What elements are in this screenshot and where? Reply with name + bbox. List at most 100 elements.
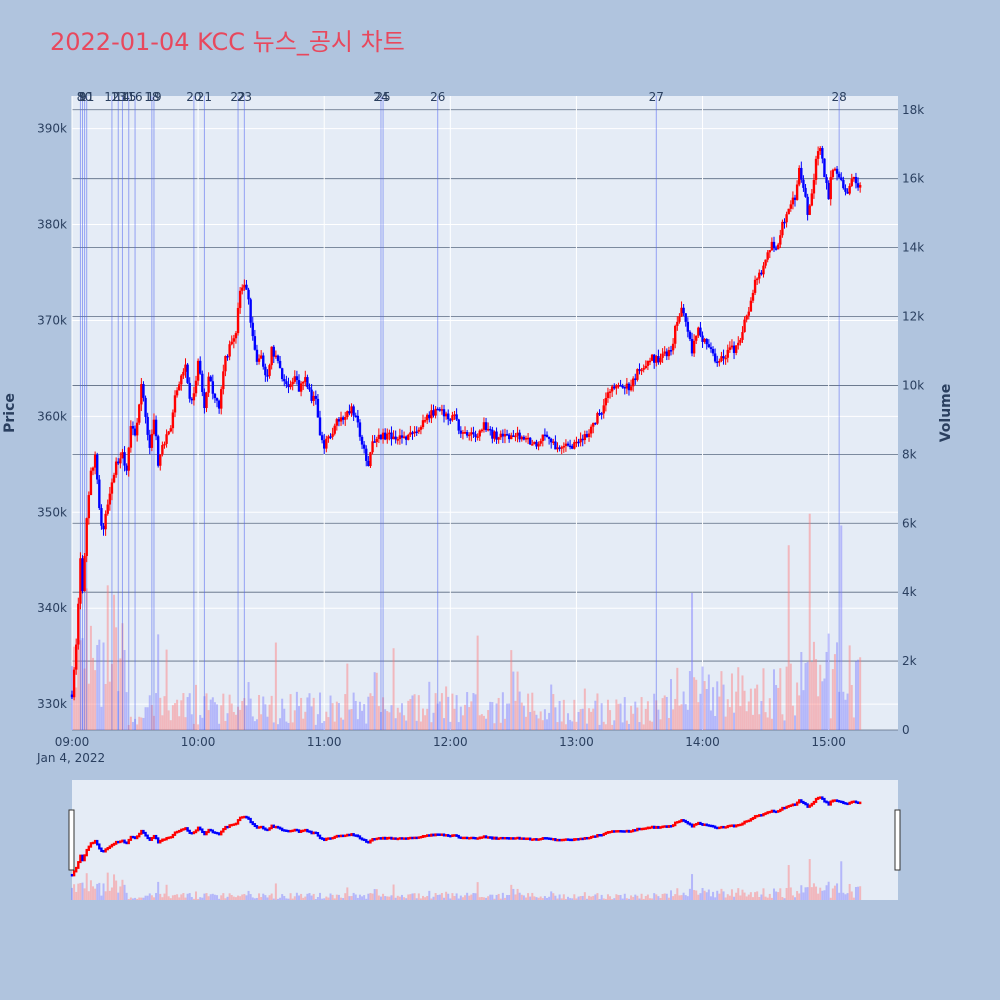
slider-candle: [537, 838, 540, 841]
volume-bar: [226, 713, 229, 730]
slider-candle: [209, 828, 212, 832]
volume-bar: [701, 666, 704, 730]
candle-body: [184, 364, 187, 372]
volume-bar: [205, 693, 208, 730]
slider-volume-bar: [684, 895, 687, 900]
volume-bar: [524, 716, 527, 730]
slider-volume-bar: [421, 895, 424, 900]
volume-bar: [447, 696, 450, 730]
candle-body: [524, 437, 528, 440]
volume-bar: [804, 663, 807, 730]
candle-body: [652, 354, 656, 363]
slider-volume-bar: [247, 890, 250, 900]
slider-candle: [89, 842, 93, 848]
volume-tick-label: 0: [902, 723, 910, 737]
slider-candle: [512, 837, 515, 840]
slider-candle: [350, 833, 353, 837]
slider-volume-bar: [184, 897, 187, 900]
slider-candle: [421, 835, 425, 838]
slider-candle: [484, 835, 488, 839]
main-plot-area[interactable]: [72, 96, 898, 730]
slider-candle: [409, 836, 412, 840]
volume-bar: [735, 691, 738, 730]
volume-bar: [285, 721, 288, 730]
volume-bar: [552, 694, 555, 730]
volume-bar: [291, 722, 294, 730]
candle-body: [497, 437, 500, 440]
volume-bar: [262, 696, 265, 730]
candle-body: [110, 482, 114, 494]
volume-bar: [859, 657, 862, 730]
slider-volume-bar: [842, 892, 845, 900]
volume-bar: [569, 719, 572, 730]
volume-bar: [680, 704, 683, 730]
candle-body: [320, 435, 324, 441]
slider-volume-bar: [85, 873, 88, 900]
slider-volume-bar: [541, 898, 544, 900]
slider-candle: [362, 838, 366, 842]
volume-bar: [579, 709, 582, 730]
slider-candle: [669, 825, 673, 828]
slider-candle: [648, 826, 652, 830]
slider-volume-bar: [419, 898, 422, 900]
slider-volume-bar: [392, 884, 395, 900]
candle-body: [749, 300, 753, 312]
candle-body: [747, 311, 750, 316]
candle-body: [499, 433, 502, 438]
slider-candle: [657, 825, 660, 829]
slider-candle: [236, 819, 240, 825]
slider-candle: [112, 842, 116, 846]
slider-candle: [335, 834, 339, 838]
range-slider[interactable]: [72, 780, 898, 900]
candle-body: [283, 379, 286, 382]
volume-bar: [512, 671, 515, 730]
volume-bar: [678, 705, 681, 730]
slider-volume-bar: [804, 887, 807, 900]
slider-volume-bar: [674, 894, 677, 900]
volume-bar: [522, 705, 525, 730]
slider-candle: [417, 836, 420, 839]
slider-candle: [514, 837, 517, 840]
candle-body: [629, 386, 633, 391]
slider-candle: [278, 826, 282, 830]
volume-bar: [808, 513, 811, 730]
slider-volume-bar: [661, 893, 664, 900]
volume-bar: [573, 699, 576, 730]
slider-volume-bar: [119, 886, 122, 900]
candle-body: [329, 436, 332, 438]
candle-body: [594, 422, 597, 425]
volume-tick-label: 2k: [902, 654, 917, 668]
candle-body: [577, 441, 580, 444]
slider-volume-bar: [680, 895, 683, 900]
slider-volume-bar: [718, 893, 721, 900]
slider-candle: [766, 811, 769, 815]
slider-volume-bar: [733, 896, 736, 900]
range-slider-right-handle[interactable]: [894, 809, 901, 871]
slider-candle: [528, 837, 532, 841]
candle-body: [415, 431, 418, 434]
slider-candle: [140, 829, 143, 835]
volume-bar: [466, 692, 469, 730]
volume-bar: [487, 710, 490, 730]
news-marker-label: 19: [146, 90, 161, 104]
volume-bar: [344, 694, 347, 730]
slider-volume-bar: [522, 895, 525, 900]
candle-body: [636, 369, 639, 380]
slider-candle: [301, 829, 305, 833]
volume-bar: [157, 634, 160, 730]
slider-volume-bar: [812, 883, 815, 900]
slider-candle: [718, 826, 721, 830]
slider-volume-bar: [472, 893, 475, 900]
volume-bar: [255, 719, 258, 730]
candle-body: [463, 432, 467, 434]
candle-body: [129, 426, 133, 448]
volume-bar: [92, 657, 95, 730]
slider-volume-bar: [499, 898, 502, 900]
candle-body: [432, 410, 435, 416]
slider-volume-bar: [239, 896, 242, 900]
range-slider-left-handle[interactable]: [68, 809, 75, 871]
volume-bar: [222, 693, 225, 730]
candle-body: [314, 395, 318, 399]
